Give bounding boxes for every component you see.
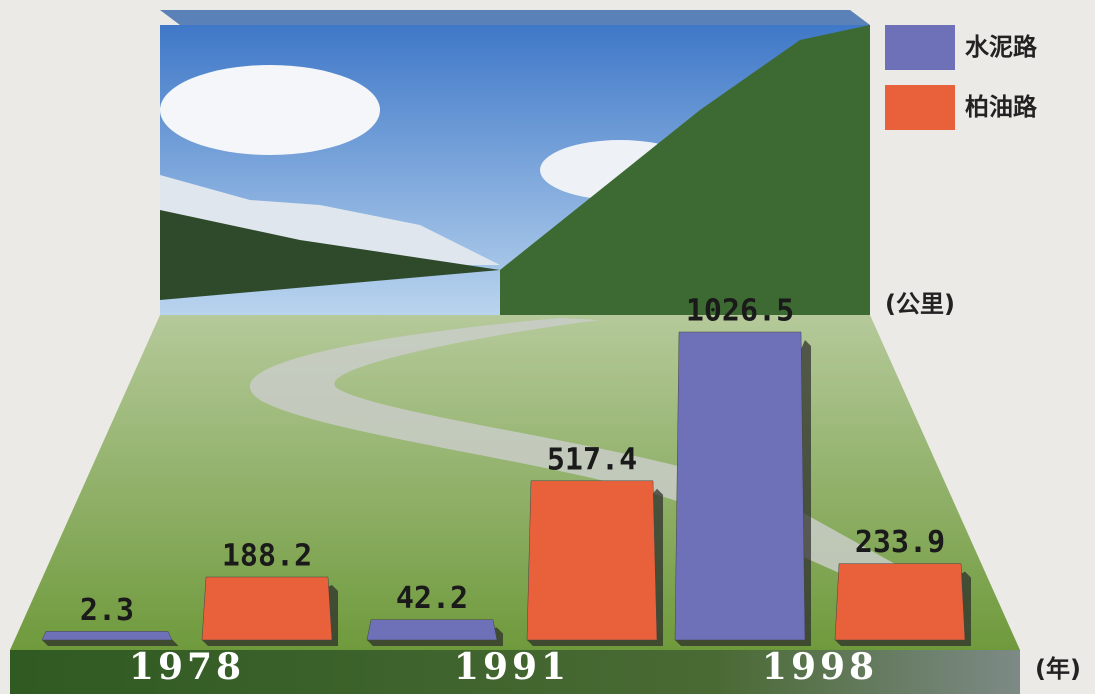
- x-tick-label: 1978: [129, 646, 245, 688]
- data-label: 517.4: [547, 442, 637, 477]
- bar: [202, 577, 332, 640]
- bar: [675, 332, 805, 640]
- x-label: (年): [1035, 655, 1081, 683]
- legend-swatch: [885, 85, 955, 130]
- data-label: 42.2: [396, 581, 468, 616]
- unit-label: (公里): [885, 290, 955, 318]
- bar-shadow: [42, 639, 178, 646]
- bar: [42, 631, 172, 640]
- bar: [835, 564, 965, 640]
- data-label: 233.9: [855, 525, 945, 560]
- data-label: 2.3: [80, 593, 134, 628]
- chart: (公里) (年) 1978 2.3 188.2 1991 42.2 517.4 1998 10…: [0, 0, 1095, 694]
- x-tick-label: 1998: [762, 646, 878, 688]
- legend-swatch: [885, 25, 955, 70]
- legend-label: 水泥路: [965, 33, 1038, 61]
- legend-label: 柏油路: [965, 93, 1038, 121]
- data-label: 188.2: [222, 538, 312, 573]
- bar: [367, 620, 497, 640]
- bar: [527, 481, 657, 640]
- x-tick-label: 1991: [454, 646, 570, 688]
- data-label: 1026.5: [686, 294, 794, 329]
